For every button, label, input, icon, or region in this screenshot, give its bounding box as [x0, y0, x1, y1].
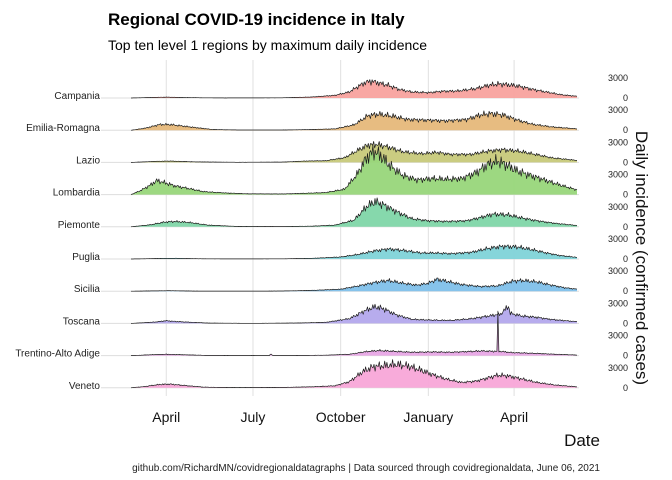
region-label: Campania [54, 91, 100, 102]
y-tick-label: 3000 [608, 298, 628, 308]
vertical-gridlines [165, 60, 515, 396]
x-axis-title: Date [564, 431, 600, 450]
chart-title: Regional COVID-19 incidence in Italy [108, 10, 405, 29]
series-row: 0 3000 Sicilia [74, 266, 628, 296]
series-row: 0 3000 Piemonte [58, 197, 628, 232]
series-row: 0 3000 Emilia-Romagna [26, 105, 628, 135]
series-line [131, 310, 577, 356]
y-tick-label: 3000 [608, 73, 628, 83]
series-area [131, 141, 577, 163]
y-tick-label: 0 [623, 351, 628, 361]
ridgelines: 0 3000 Campania 0 3000 Emilia-Romagna 0 3000 Laz… [15, 73, 628, 393]
x-tick-label: January [403, 409, 453, 425]
series-row: 0 3000 Lazio [76, 137, 628, 167]
series-row: 0 3000 Puglia [72, 234, 628, 264]
series-area [131, 244, 577, 259]
series-line [131, 141, 578, 163]
series-line [131, 79, 578, 99]
y-tick-label: 0 [623, 125, 628, 135]
chart-caption: github.com/RichardMN/covidregionaldatagr… [132, 463, 600, 474]
region-label: Emilia-Romagna [26, 123, 100, 134]
y-tick-label: 0 [623, 318, 628, 328]
region-label: Veneto [69, 381, 101, 392]
region-label: Trentino-Alto Adige [15, 349, 100, 360]
series-area [131, 110, 577, 131]
chart-subtitle: Top ten level 1 regions by maximum daily… [108, 37, 427, 53]
y-tick-label: 0 [623, 157, 628, 167]
region-label: Lazio [76, 155, 100, 166]
x-axis-tick-labels: April July October January April [152, 409, 528, 425]
series-line [130, 145, 578, 195]
region-label: Lombardia [53, 188, 101, 199]
y-tick-label: 3000 [608, 363, 628, 373]
series-line [131, 244, 578, 260]
y-tick-label: 3000 [608, 266, 628, 276]
series-area [131, 145, 577, 195]
y-tick-label: 3000 [608, 137, 628, 147]
series-line [131, 277, 578, 292]
region-label: Sicilia [74, 284, 101, 295]
series-row: 0 3000 Campania [54, 73, 628, 103]
series-row: 0 3000 Toscana [63, 298, 628, 328]
series-row: 0 3000 Veneto [69, 359, 628, 393]
series-line [130, 110, 578, 131]
region-label: Toscana [63, 316, 101, 327]
x-tick-label: July [241, 409, 266, 425]
series-row: 0 3000 Trentino-Alto Adige [15, 310, 628, 361]
series-line [130, 197, 578, 228]
y-axis-title: Daily incidence (confirmed cases) [632, 131, 651, 385]
y-tick-label: 3000 [608, 331, 628, 341]
series-area [131, 278, 577, 292]
y-tick-label: 0 [623, 383, 628, 393]
series-area [131, 197, 577, 227]
y-tick-label: 3000 [608, 202, 628, 212]
y-tick-label: 3000 [608, 234, 628, 244]
series-row: 0 3000 Lombardia [53, 145, 628, 200]
series-area [131, 359, 577, 388]
y-tick-label: 0 [623, 286, 628, 296]
y-tick-label: 0 [623, 93, 628, 103]
y-tick-label: 3000 [608, 170, 628, 180]
y-tick-label: 0 [623, 222, 628, 232]
series-line [130, 359, 578, 389]
series-line [130, 303, 578, 324]
y-tick-label: 3000 [608, 105, 628, 115]
x-tick-label: October [316, 409, 366, 425]
y-tick-label: 0 [623, 254, 628, 264]
x-tick-label: April [152, 409, 180, 425]
region-label: Puglia [72, 252, 100, 263]
x-tick-label: April [500, 409, 528, 425]
region-label: Piemonte [58, 220, 101, 231]
y-tick-label: 0 [623, 190, 628, 200]
